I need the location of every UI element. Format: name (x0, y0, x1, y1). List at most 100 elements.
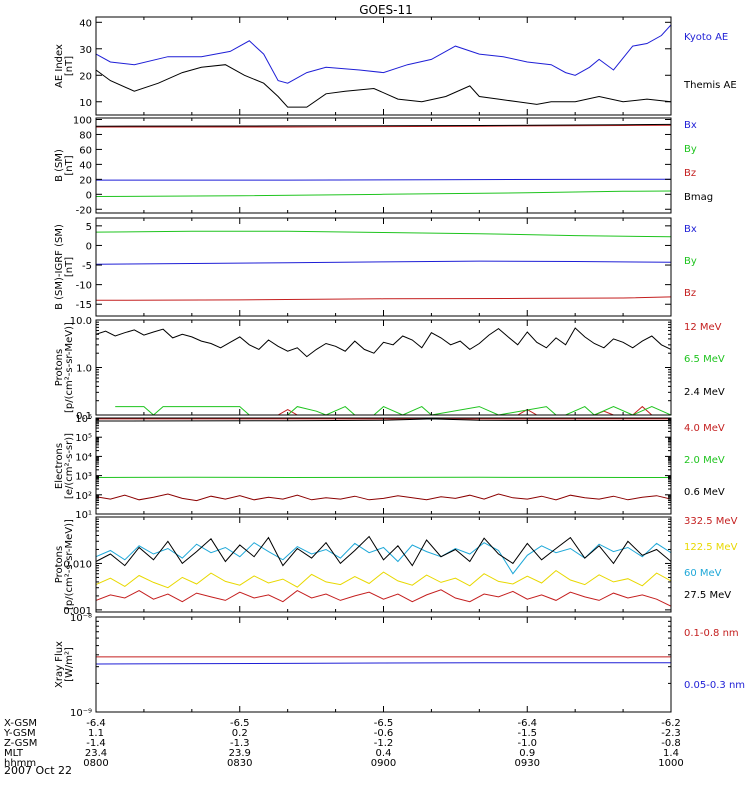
footer-value: 23.9 (229, 748, 251, 759)
legend-label: 0.05-0.3 nm (684, 680, 745, 691)
y-tick-label: 40 (79, 18, 92, 29)
legend-label: 4.0 MeV (684, 423, 725, 434)
series-b_sm-0 (96, 178, 671, 181)
y-axis-label: B (SM)-IGRF (SM) (54, 224, 65, 310)
panel-ae: 10 20 30 40 AE Index [nT] Kyoto AE Themis AE (54, 16, 737, 116)
footer-value: 23.4 (85, 748, 107, 759)
panel-b_igrf: -15 -10 -5 0 5 B (SM)-IGRF (SM) [nT] Bx By Bz (54, 217, 697, 317)
panel-frame (95, 417, 672, 515)
y-tick-label: 10⁶ (75, 414, 92, 425)
y-axis-label: Electrons (54, 443, 65, 489)
footer-value: 0900 (371, 758, 396, 769)
y-axis-label: [nT] (64, 155, 75, 175)
series-b_igrf-0 (96, 260, 671, 265)
footer-value: 0.9 (519, 748, 535, 759)
time-axis-footer: X-GSMY-GSMZ-GSMMLThhmm-6.41.1-1.423.4080… (3, 718, 684, 769)
series-protons_high-2 (96, 542, 671, 575)
y-tick-label: 0.010 (63, 559, 92, 570)
series-protons_high-1 (96, 569, 671, 589)
footer-value: -0.8 (661, 738, 681, 749)
footer-value: -1.0 (517, 738, 537, 749)
legend-label: 122.5 MeV (684, 542, 738, 553)
y-axis-label: [p/(cm²-s-sr-MeV)] (64, 519, 75, 610)
series-protons_high-3 (96, 535, 671, 567)
legend-label: Bz (684, 288, 696, 299)
legend-label: 2.4 MeV (684, 387, 725, 398)
y-tick-label: 10⁻⁸ (70, 613, 92, 624)
panel-frame (95, 16, 672, 116)
y-tick-label: -20 (76, 205, 92, 216)
y-tick-label: 0 (86, 241, 92, 252)
y-tick-label: 0.001 (63, 606, 92, 617)
y-tick-label: 0 (86, 190, 92, 201)
y-tick-label: 10⁵ (75, 433, 92, 444)
y-axis-label: [e/(cm²-s-sr)] (64, 433, 75, 499)
panel-protons_low: 0.1 1.0 10.0 Protons [p/(cm²-s-sr-MeV)] 12 Me… (54, 316, 725, 422)
footer-value: 1.1 (88, 728, 104, 739)
y-tick-label: 10 (79, 98, 92, 109)
series-protons_low-2 (96, 327, 671, 358)
footer-value: -6.4 (517, 718, 537, 729)
y-tick-label: 30 (79, 45, 92, 56)
series-b_igrf-1 (96, 230, 671, 238)
series-b_sm-2 (96, 124, 671, 128)
y-axis-label: [W/m²] (64, 647, 75, 682)
series-protons_low-1 (115, 406, 671, 415)
y-tick-label: 20 (79, 175, 92, 186)
footer-value: 1000 (658, 758, 683, 769)
legend-label: 0.6 MeV (684, 487, 725, 498)
footer-value: -1.5 (517, 728, 537, 739)
y-tick-label: 100 (73, 115, 92, 126)
panel-electrons: 10¹ 10² 10³ 10⁴ 10⁵ 10⁶ Electrons [e/(cm²-s-sr)… (54, 414, 725, 521)
y-axis-label: [p/(cm²-s-sr-MeV)] (64, 322, 75, 413)
y-axis-label: Protons (54, 546, 65, 583)
y-tick-label: 10³ (75, 472, 92, 483)
footer-row-label: hhmm (4, 758, 36, 769)
footer-value: -6.5 (374, 718, 394, 729)
y-axis-label: AE Index (54, 44, 65, 88)
y-tick-label: -5 (82, 261, 92, 272)
legend-label: 27.5 MeV (684, 590, 731, 601)
chart-title: GOES-11 (359, 3, 413, 17)
legend-label: Bx (684, 224, 697, 235)
footer-value: -0.6 (374, 728, 394, 739)
footer-value: -1.4 (86, 738, 106, 749)
footer-value: -6.2 (661, 718, 681, 729)
series-b_igrf-2 (96, 296, 671, 301)
series-b_sm-3 (96, 123, 671, 127)
y-tick-label: 0.1 (76, 411, 92, 422)
panel-frame (95, 516, 672, 613)
y-tick-label: 10¹ (75, 510, 92, 521)
footer-value: 0930 (515, 758, 540, 769)
footer-value: -2.3 (661, 728, 681, 739)
series-electrons-3 (96, 493, 671, 502)
panel-frame (95, 117, 672, 214)
footer-row-label: X-GSM (4, 718, 37, 729)
legend-label: Bmag (684, 192, 713, 203)
legend-label: 60 MeV (684, 568, 722, 579)
footer-row-label: Z-GSM (4, 738, 37, 749)
footer-value: 0800 (83, 758, 108, 769)
legend-label: By (684, 144, 697, 155)
y-tick-label: 80 (79, 130, 92, 141)
legend-label: Bx (684, 120, 697, 131)
y-tick-label: 60 (79, 145, 92, 156)
footer-value: 0.2 (232, 728, 248, 739)
y-tick-label: 10² (75, 491, 92, 502)
footer-value: -1.2 (374, 738, 394, 749)
series-ae-0 (96, 24, 671, 84)
footer-value: 1.4 (663, 748, 679, 759)
series-protons_high-0 (96, 589, 671, 607)
y-axis-label: [nT] (64, 257, 75, 277)
panel-b_sm: -20 0 20 40 60 80 100 B (SM) [nT] Bx By Bz Bmag (54, 115, 713, 216)
panel-xray: 10⁻⁹ 10⁻⁸ Xray Flux [W/m²] 0.1-0.8 nm 0.05-0.… (54, 613, 745, 719)
y-tick-label: -15 (76, 300, 92, 311)
footer-value: -1.3 (230, 738, 250, 749)
legend-label: Themis AE (683, 80, 737, 91)
y-tick-label: 10⁴ (75, 452, 92, 463)
y-tick-label: 20 (79, 71, 92, 82)
legend-label: Bz (684, 168, 696, 179)
y-tick-label: -10 (76, 281, 92, 292)
